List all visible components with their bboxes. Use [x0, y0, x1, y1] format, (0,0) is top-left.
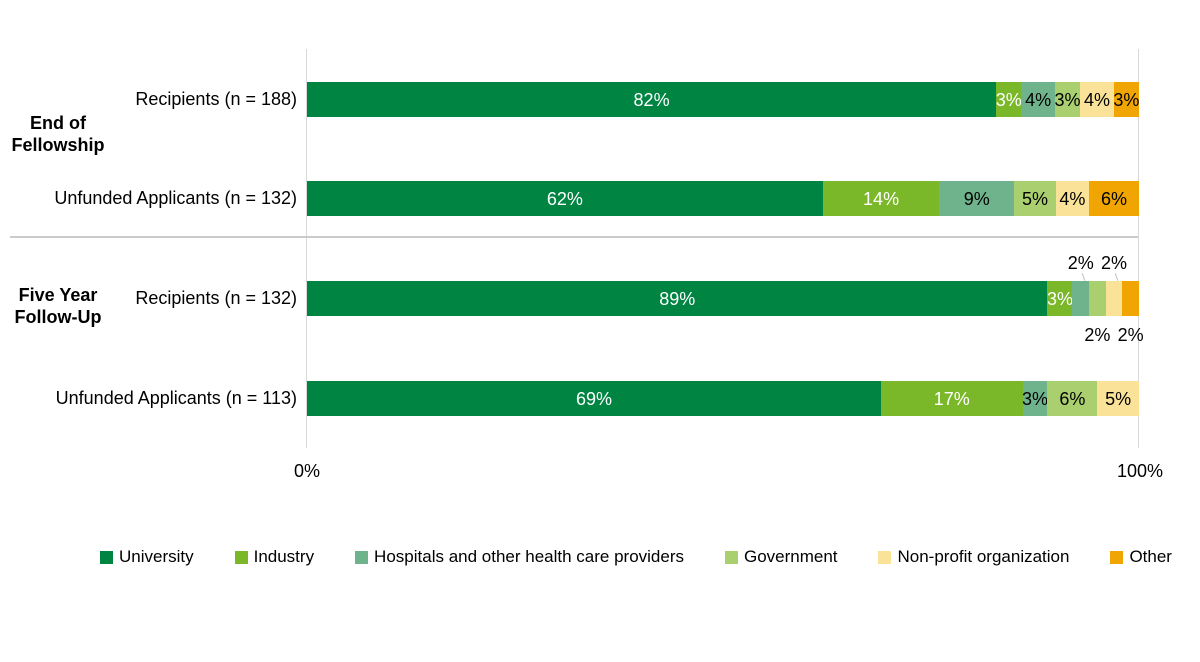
- segment-callout-label: 2%: [1084, 325, 1111, 345]
- segment-value-label: 14%: [863, 188, 900, 209]
- legend-item-hospitals-and-other-health-care-providers: Hospitals and other health care provider…: [355, 547, 684, 567]
- segment-value-label: 6%: [1059, 388, 1086, 409]
- bar-segment-hospitals-and-other-health-care-providers: [1072, 281, 1090, 316]
- bar-segment-other: 6%: [1089, 181, 1139, 216]
- stacked-bar: 89% 3%: [307, 281, 1139, 316]
- segment-callout-label: 2%: [1101, 253, 1128, 273]
- group-divider-line: [10, 236, 1138, 238]
- legend-item-industry: Industry: [234, 547, 315, 567]
- bar-segment-government: 5%: [1014, 181, 1056, 216]
- segment-value-label: 4%: [1059, 188, 1086, 209]
- bar-segment-industry: 3%: [1046, 281, 1073, 316]
- bar-segment-university: 89%: [307, 281, 1048, 316]
- legend-item-other: Other: [1110, 547, 1172, 567]
- bar-segment-non-profit-organization: 4%: [1080, 82, 1114, 117]
- x-axis-label-0: 0%: [293, 461, 321, 481]
- segment-callout-label: 2%: [1117, 325, 1144, 345]
- category-label: Recipients (n = 188): [135, 89, 297, 109]
- bar-segment-hospitals-and-other-health-care-providers: 4%: [1021, 82, 1055, 117]
- bar-segment-university: 62%: [307, 181, 823, 216]
- callout-leader-line: [1114, 273, 1119, 281]
- segment-value-label: 5%: [1021, 188, 1048, 209]
- legend-label: Other: [1129, 547, 1172, 566]
- segment-value-label: 5%: [1105, 388, 1132, 409]
- category-label: Recipients (n = 132): [135, 288, 297, 308]
- category-label: Unfunded Applicants (n = 132): [54, 188, 297, 208]
- segment-callout-label: 2%: [1067, 253, 1094, 273]
- legend-swatch: [724, 550, 738, 564]
- legend-swatch: [100, 550, 113, 564]
- bar-segment-university: 69%: [307, 381, 882, 416]
- segment-value-label: 3%: [1021, 388, 1048, 409]
- bar-segment-non-profit-organization: [1105, 281, 1123, 316]
- bar-segment-government: 6%: [1047, 381, 1098, 416]
- bar-segment-non-profit-organization: 5%: [1097, 381, 1139, 416]
- group-label-end-of-fellowship: End of Fellowship: [0, 112, 116, 156]
- bar-segment-industry: 17%: [881, 381, 1023, 416]
- group-label-five-year-follow-up: Five Year Follow-Up: [0, 284, 116, 328]
- group-label-line: Five Year: [18, 285, 98, 305]
- stacked-bar: 69% 17% 3% 6% 5%: [307, 381, 1139, 416]
- segment-value-label: 3%: [1046, 288, 1073, 309]
- callout-leader-line: [1081, 273, 1086, 281]
- segment-value-label: 4%: [1025, 89, 1052, 110]
- legend-item-university: University: [100, 547, 194, 567]
- stacked-bar: 82% 3% 4% 3% 4% 3%: [307, 82, 1139, 117]
- legend-label: Non-profit organization: [897, 547, 1070, 566]
- legend-label: University: [119, 547, 194, 566]
- bar-segment-government: 3%: [1054, 82, 1081, 117]
- legend-label: Government: [743, 547, 838, 566]
- group-label-line: Follow-Up: [14, 307, 102, 327]
- stacked-bar: 62% 14% 9% 5% 4% 6%: [307, 181, 1139, 216]
- legend-label: Industry: [253, 547, 315, 566]
- legend-label: Hospitals and other health care provider…: [374, 547, 684, 566]
- bar-segment-government: [1089, 281, 1106, 316]
- segment-value-label: 9%: [963, 188, 990, 209]
- legend-swatch: [234, 550, 248, 564]
- segment-value-label: 89%: [659, 288, 696, 309]
- segment-value-label: 3%: [1113, 89, 1140, 110]
- bar-segment-industry: 3%: [995, 82, 1022, 117]
- segment-value-label: 82%: [633, 89, 670, 110]
- category-label: Unfunded Applicants (n = 113): [55, 388, 297, 408]
- segment-value-label: 62%: [546, 188, 583, 209]
- legend-swatch: [878, 550, 892, 564]
- group-label-line: End of: [30, 113, 86, 133]
- bar-segment-industry: 14%: [822, 181, 940, 216]
- bar-segment-hospitals-and-other-health-care-providers: 9%: [939, 181, 1015, 216]
- x-gridline-100: [1138, 49, 1139, 448]
- x-axis-label-100: 100%: [1116, 461, 1164, 481]
- segment-value-label: 4%: [1083, 89, 1110, 110]
- segment-value-label: 3%: [995, 89, 1022, 110]
- bar-segment-other: [1122, 281, 1139, 316]
- legend-swatch: [355, 550, 369, 564]
- x-gridline-0: [306, 49, 307, 448]
- legend-item-government: Government: [724, 547, 838, 567]
- legend-item-non-profit-organization: Non-profit organization: [878, 547, 1069, 567]
- legend-swatch: [1110, 550, 1124, 564]
- group-label-line: Fellowship: [11, 135, 105, 155]
- bar-segment-non-profit-organization: 4%: [1055, 181, 1090, 216]
- segment-value-label: 3%: [1054, 89, 1081, 110]
- legend: University Industry Hospitals and other he…: [100, 547, 1172, 567]
- bar-segment-university: 82%: [307, 82, 997, 117]
- segment-value-label: 69%: [576, 388, 613, 409]
- bar-segment-hospitals-and-other-health-care-providers: 3%: [1021, 381, 1048, 416]
- segment-value-label: 17%: [933, 388, 970, 409]
- bar-segment-other: 3%: [1113, 82, 1140, 117]
- segment-value-label: 6%: [1100, 188, 1127, 209]
